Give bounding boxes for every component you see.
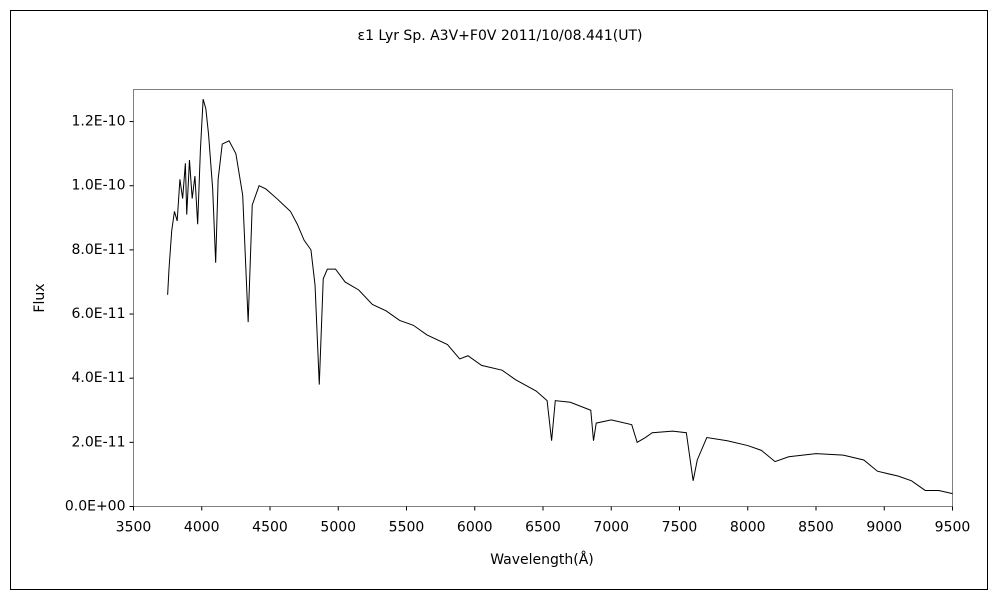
y-tick-label: 6.0E-11 (72, 306, 126, 322)
y-tick-label: 0.0E+00 (65, 499, 126, 515)
x-tick-label: 8500 (798, 520, 834, 536)
y-tick-label: 2.0E-11 (72, 434, 126, 450)
spectrum-line (167, 98, 953, 495)
x-tick-label: 5500 (389, 520, 425, 536)
x-tick-label: 9000 (866, 520, 902, 536)
y-tick-label: 8.0E-11 (72, 242, 126, 258)
y-tick-label: 4.0E-11 (72, 370, 126, 386)
x-tick-label: 3500 (116, 520, 152, 536)
x-tick-label: 8000 (730, 520, 766, 536)
x-tick-label: 7500 (662, 520, 698, 536)
x-tick-label: 6000 (457, 520, 493, 536)
y-tick-label: 1.2E-10 (72, 114, 126, 130)
x-tick-label: 5000 (320, 520, 356, 536)
x-tick-label: 9500 (935, 520, 971, 536)
x-tick-label: 4000 (184, 520, 220, 536)
chart-title: ε1 Lyr Sp. A3V+F0V 2011/10/08.441(UT) (358, 28, 643, 44)
x-tick-label: 6500 (525, 520, 561, 536)
y-tick-label: 1.0E-10 (72, 178, 126, 194)
y-axis-label: Flux (32, 283, 48, 312)
x-axis-label: Wavelength(Å) (490, 551, 594, 568)
x-tick-label: 4500 (252, 520, 288, 536)
x-tick-label: 7000 (593, 520, 629, 536)
chart-border (10, 10, 988, 590)
